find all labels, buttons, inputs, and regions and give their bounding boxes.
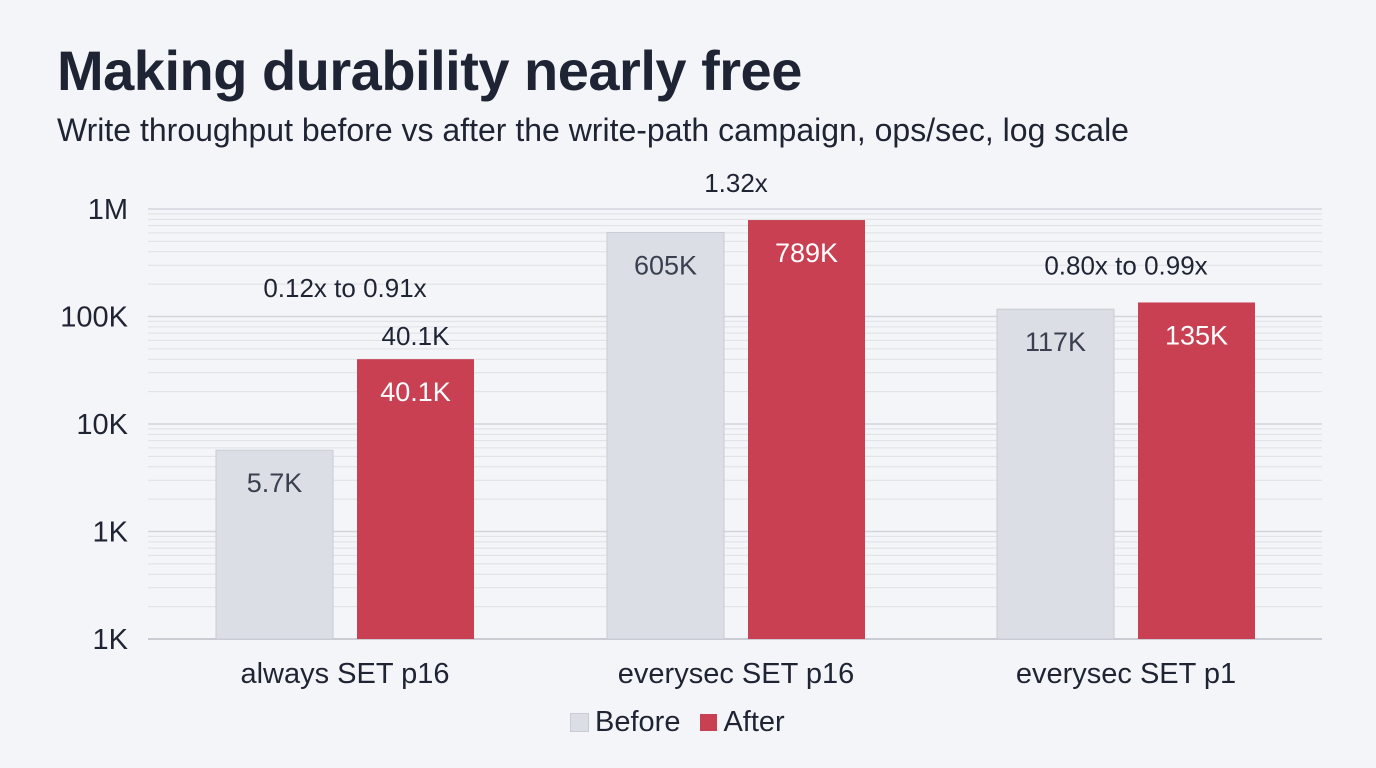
y-tick-label: 100K — [60, 302, 128, 334]
bar-before-value-label: 5.7K — [247, 468, 303, 498]
chart-title: Making durability nearly free — [57, 39, 802, 102]
y-tick-label: 1M — [88, 194, 128, 226]
bar-before — [606, 231, 725, 640]
legend-label-after: After — [723, 706, 785, 738]
y-tick-label: 1K — [93, 624, 129, 656]
bar-before-value-label: 605K — [634, 250, 697, 280]
chart-legend: Before After — [570, 706, 805, 739]
x-category-label: everysec SET p1 — [1016, 658, 1236, 690]
bar-after-value-label: 135K — [1165, 320, 1228, 350]
ratio-label: 0.80x to 0.99x — [1044, 250, 1207, 280]
legend-swatch-before — [570, 713, 589, 732]
bar-before — [996, 308, 1115, 640]
legend-item-after: After — [700, 706, 785, 739]
chart-subtitle: Write throughput before vs after the wri… — [57, 112, 1129, 148]
bar-after — [748, 220, 865, 640]
bar-after-value-label: 40.1K — [380, 377, 451, 407]
y-tick-label: 10K — [76, 409, 128, 441]
x-category-label: always SET p16 — [240, 658, 449, 690]
y-tick-label: 1K — [93, 517, 129, 549]
legend-label-before: Before — [595, 706, 681, 738]
legend-item-before: Before — [570, 706, 680, 739]
bar-after — [1138, 302, 1255, 639]
bar-after-value-label: 789K — [775, 238, 838, 268]
x-category-label: everysec SET p16 — [618, 658, 854, 690]
after-value-annotation: 40.1K — [382, 321, 451, 351]
bar-after — [357, 359, 474, 639]
ratio-label: 1.32x — [704, 168, 768, 198]
bar-before — [215, 449, 334, 640]
legend-swatch-after — [700, 714, 718, 731]
bar-before-value-label: 117K — [1025, 327, 1086, 357]
ratio-label: 0.12x to 0.91x — [263, 273, 426, 303]
